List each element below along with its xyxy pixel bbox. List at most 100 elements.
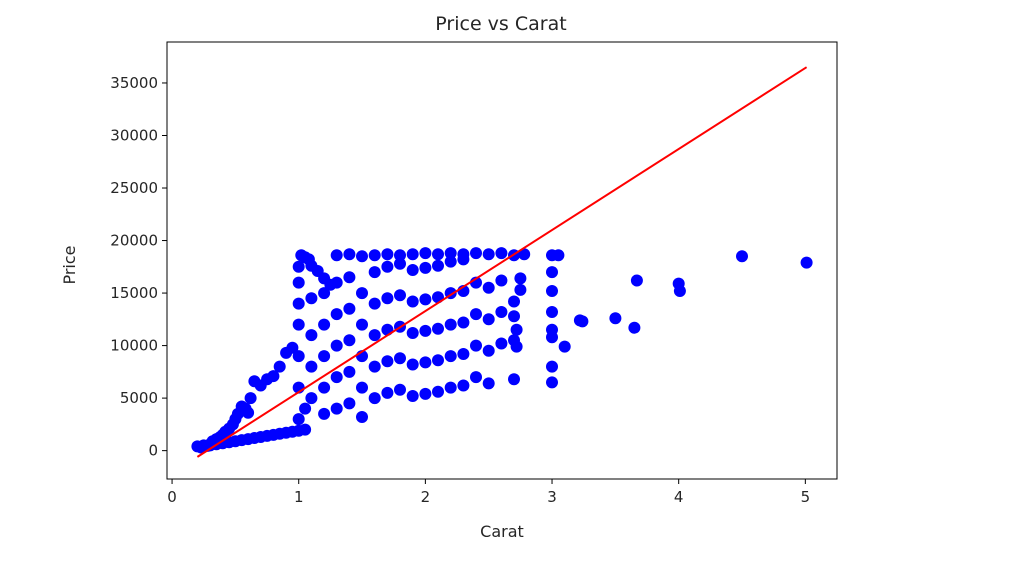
scatter-point [470, 308, 482, 321]
scatter-point [368, 249, 381, 262]
scatter-point [406, 358, 419, 371]
scatter-point [368, 329, 381, 342]
scatter-point [482, 281, 495, 294]
scatter-point [242, 406, 255, 419]
x-tick-label: 4 [674, 488, 684, 506]
scatter-point [470, 371, 482, 384]
scatter-point [318, 350, 331, 363]
scatter-point [299, 402, 312, 415]
scatter-point [330, 249, 343, 262]
scatter-point [292, 413, 305, 426]
scatter-point [546, 376, 558, 389]
scatter-point [394, 257, 406, 270]
scatter-point [482, 344, 495, 357]
scatter-point [356, 250, 368, 263]
y-axis: 0 5000 10000 15000 20000 25000 30000 35000 [110, 74, 167, 460]
y-tick-label: 20000 [110, 232, 158, 250]
scatter-point [419, 247, 432, 260]
y-tick-label: 25000 [110, 179, 158, 197]
y-tick-label: 30000 [110, 126, 158, 144]
scatter-point [292, 318, 305, 331]
scatter-point [546, 360, 558, 373]
scatter-points [191, 247, 813, 454]
scatter-point [444, 247, 457, 260]
scatter-point [330, 308, 343, 321]
scatter-point [394, 249, 406, 262]
scatter-point [406, 295, 419, 308]
scatter-point [406, 264, 419, 276]
y-tick-label: 15000 [110, 284, 158, 302]
scatter-point [432, 248, 444, 261]
scatter-point [394, 289, 406, 302]
scatter-point [444, 318, 457, 331]
scatter-point [470, 247, 482, 260]
scatter-point [508, 373, 520, 386]
scatter-point [292, 276, 305, 289]
scatter-point [381, 248, 394, 261]
scatter-point [510, 323, 523, 336]
scatter-point [305, 360, 318, 373]
scatter-point [318, 381, 331, 394]
scatter-point [381, 355, 394, 368]
scatter-point [368, 392, 381, 405]
scatter-point [628, 321, 641, 334]
scatter-point [381, 323, 394, 336]
scatter-point [457, 348, 470, 360]
scatter-point [736, 250, 748, 263]
scatter-point [381, 260, 394, 273]
scatter-point [576, 315, 589, 328]
scatter-point [330, 339, 343, 352]
scatter-point [318, 407, 331, 420]
scatter-point [419, 356, 432, 369]
scatter-point [244, 392, 257, 405]
scatter-point [299, 423, 312, 436]
scatter-point [495, 337, 508, 350]
scatter-point [514, 272, 527, 285]
scatter-point [609, 312, 622, 325]
scatter-point [381, 386, 394, 399]
scatter-point [267, 370, 280, 383]
scatter-point [318, 287, 331, 300]
y-tick-label: 5000 [120, 389, 158, 407]
scatter-point [368, 297, 381, 310]
scatter-point [518, 248, 531, 261]
scatter-point [546, 323, 558, 336]
scatter-point [482, 313, 495, 326]
scatter-point [286, 341, 299, 354]
scatter-point [482, 377, 495, 390]
scatter-point [558, 340, 571, 353]
scatter-point [394, 352, 406, 365]
scatter-point [508, 310, 520, 323]
scatter-point [343, 365, 356, 378]
scatter-point [406, 327, 419, 339]
scatter-point [406, 248, 419, 261]
scatter-point [419, 261, 432, 274]
scatter-point [546, 285, 558, 297]
scatter-point [457, 316, 470, 329]
scatter-point [432, 259, 444, 272]
scatter-point [470, 339, 482, 352]
scatter-point [343, 271, 356, 284]
x-tick-label: 5 [801, 488, 811, 506]
scatter-point [343, 397, 356, 410]
x-tick-label: 0 [167, 488, 177, 506]
scatter-point [630, 274, 643, 287]
scatter-point [495, 247, 508, 260]
scatter-point [356, 318, 368, 331]
scatter-point [495, 306, 508, 318]
scatter-point [318, 318, 331, 331]
scatter-point [356, 381, 368, 394]
scatter-point [273, 360, 286, 373]
x-tick-label: 1 [294, 488, 304, 506]
scatter-point [292, 350, 305, 363]
scatter-point [419, 293, 432, 306]
x-tick-label: 3 [547, 488, 557, 506]
scatter-point [406, 390, 419, 402]
scatter-point [432, 322, 444, 335]
plot-area [166, 41, 838, 480]
scatter-point [552, 249, 565, 262]
x-tick-label: 2 [421, 488, 431, 506]
scatter-point [510, 340, 523, 353]
scatter-point [457, 253, 470, 266]
